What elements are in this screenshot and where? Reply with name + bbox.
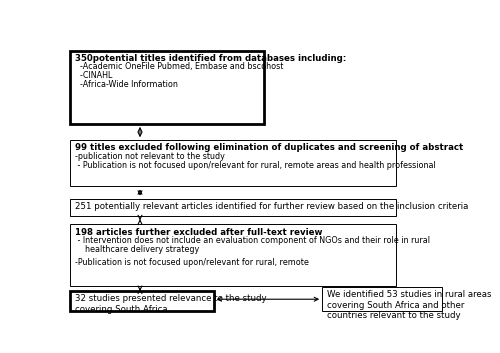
Text: - Publication is not focused upon/relevant for rural, remote areas and health pr: - Publication is not focused upon/releva… <box>75 161 436 170</box>
FancyBboxPatch shape <box>322 287 442 311</box>
Text: We identified 53 studies in rural areas
covering South Africa and other
countrie: We identified 53 studies in rural areas … <box>327 290 492 320</box>
FancyBboxPatch shape <box>70 140 396 186</box>
Text: -publication not relevant to the study: -publication not relevant to the study <box>75 152 225 161</box>
Text: 198 articles further excluded after full-text review: 198 articles further excluded after full… <box>75 228 322 237</box>
Text: 99 titles excluded following elimination of duplicates and screening of abstract: 99 titles excluded following elimination… <box>75 143 463 152</box>
Text: 350potential titles identified from databases including:: 350potential titles identified from data… <box>75 54 346 63</box>
Text: healthcare delivery strategy: healthcare delivery strategy <box>75 245 199 254</box>
Text: -Africa-Wide Information: -Africa-Wide Information <box>75 80 178 89</box>
FancyBboxPatch shape <box>70 50 264 124</box>
Text: -CINAHL: -CINAHL <box>75 71 112 80</box>
Text: -Academic OneFile Pubmed, Embase and bscohost: -Academic OneFile Pubmed, Embase and bsc… <box>75 62 284 71</box>
Text: - Intervention does not include an evaluation component of NGOs and their role i: - Intervention does not include an evalu… <box>75 237 430 245</box>
FancyBboxPatch shape <box>70 199 396 216</box>
Text: -Publication is not focused upon/relevant for rural, remote: -Publication is not focused upon/relevan… <box>75 258 309 267</box>
Text: 32 studies presented relevance to the study
covering South Africa.: 32 studies presented relevance to the st… <box>75 294 266 314</box>
Text: 251 potentially relevant articles identified for further review based on the inc: 251 potentially relevant articles identi… <box>75 202 468 211</box>
FancyBboxPatch shape <box>70 291 214 311</box>
FancyBboxPatch shape <box>70 225 396 286</box>
